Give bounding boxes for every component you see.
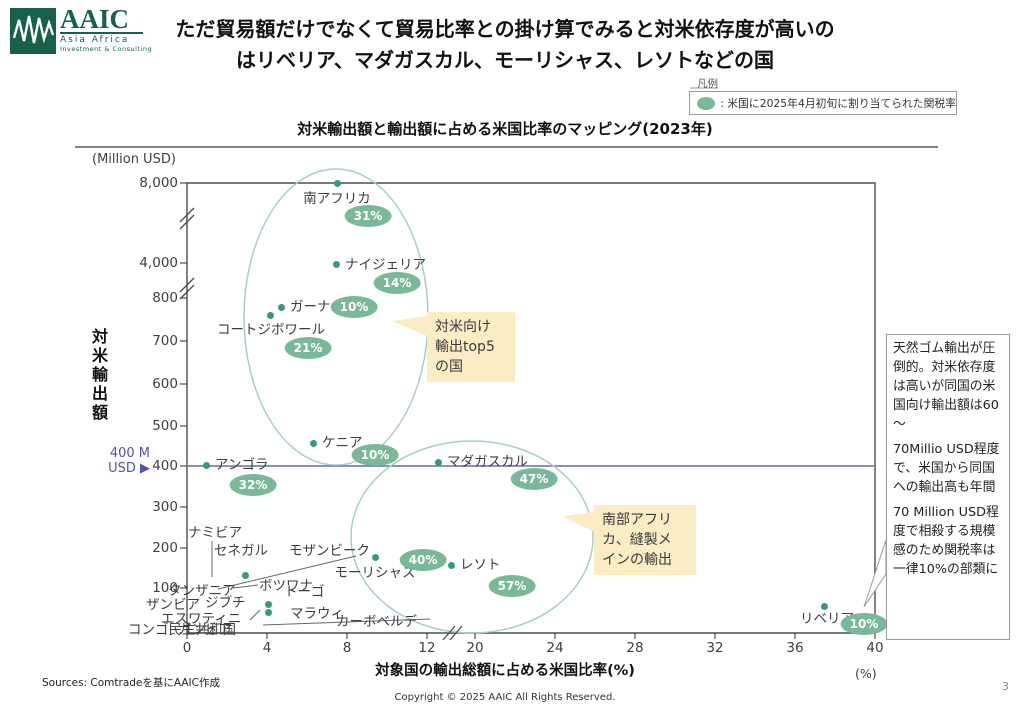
country-label: レソト bbox=[460, 557, 501, 573]
data-point-dot bbox=[264, 608, 272, 616]
country-label: モザンビーク bbox=[289, 543, 370, 559]
data-point-dot bbox=[277, 303, 285, 311]
y-axis-unit-label: (Million USD) bbox=[92, 152, 176, 167]
tariff-badge: 57% bbox=[488, 575, 536, 597]
waveform-icon bbox=[12, 15, 55, 44]
x-axis-unit-label: (%) bbox=[855, 666, 877, 681]
x-tick-label: 0 bbox=[182, 640, 192, 656]
reference-line-label: 400 M USD ▶ bbox=[108, 446, 150, 476]
legend-caption: 凡例 bbox=[697, 78, 718, 90]
legend-box: : 米国に2025年4月初旬に割り当てられた関税率 bbox=[689, 91, 957, 115]
tariff-badge: 21% bbox=[284, 337, 332, 359]
country-label: トーゴ bbox=[284, 584, 325, 600]
x-tick-label: 20 bbox=[466, 640, 484, 656]
y-tick-label: 600 bbox=[152, 376, 178, 392]
country-label: アンゴラ bbox=[215, 457, 269, 473]
country-label: セネガル bbox=[214, 543, 268, 559]
tariff-badge: 47% bbox=[510, 468, 558, 490]
country-label: タンザニア bbox=[168, 583, 236, 599]
country-label: モーリシャス bbox=[334, 565, 416, 581]
country-label: ナイジェリア bbox=[345, 257, 426, 273]
country-label: エスワティニ bbox=[161, 611, 242, 627]
country-label: ジブチ bbox=[205, 595, 246, 611]
country-label: マラウィ bbox=[290, 606, 344, 622]
note-paragraph-3: 70 Million USD程度で相殺する規模感のため関税率は一律10%の部類に bbox=[893, 505, 999, 577]
x-tick-label: 36 bbox=[786, 640, 804, 656]
x-tick-label: 4 bbox=[262, 640, 272, 656]
logo-subtitle-2: Investment & Consulting bbox=[60, 45, 153, 53]
data-point-dot bbox=[332, 260, 340, 268]
y-tick-label: 300 bbox=[152, 499, 178, 515]
aaic-logo-icon bbox=[10, 8, 56, 54]
tariff-badge: 10% bbox=[840, 613, 888, 635]
country-label: ナミビア bbox=[188, 525, 242, 541]
tariff-badge-icon bbox=[697, 96, 716, 110]
page-title-line1: ただ貿易額だけでなくて貿易比率との掛け算でみると対米依存度が高いの bbox=[175, 17, 835, 41]
data-point-dot bbox=[202, 461, 210, 469]
logo-text: AAIC Asia Africa Investment & Consulting bbox=[60, 6, 180, 53]
copyright-note: Copyright © 2025 AAIC All Rights Reserve… bbox=[394, 692, 616, 703]
data-point-dot bbox=[309, 439, 317, 447]
page-title: ただ貿易額だけでなくて貿易比率との掛け算でみると対米依存度が高いの はリベリア、… bbox=[40, 14, 970, 76]
country-label: ケニア bbox=[322, 435, 363, 451]
tariff-badge: 32% bbox=[229, 474, 277, 496]
liberia-note-box: 天然ゴム輸出が圧倒的。対米依存度は高いが同国の米国向け輸出額は60～ 70Mil… bbox=[886, 334, 1010, 640]
note-paragraph-2: 70Millio USD程度で、米国から同国への輸出高も年間 bbox=[893, 442, 1000, 495]
y-tick-label: 500 bbox=[152, 418, 178, 434]
country-label: リベリア bbox=[800, 611, 854, 627]
logo-brand: AAIC bbox=[60, 6, 144, 34]
sources-note: Sources: Comtradeを基にAAIC作成 bbox=[42, 677, 220, 689]
data-point-dot bbox=[820, 602, 828, 610]
country-label: 南アフリカ bbox=[303, 191, 371, 207]
data-point-dot bbox=[447, 561, 455, 569]
country-label: ガーナ bbox=[290, 299, 331, 315]
y-tick-label: 200 bbox=[152, 540, 178, 556]
logo-subtitle-1: Asia Africa bbox=[60, 35, 130, 45]
y-tick-label: 800 bbox=[152, 290, 178, 306]
x-axis-label: 対象国の輸出総額に占める米国比率(%) bbox=[375, 663, 635, 679]
y-tick-label: 700 bbox=[152, 333, 178, 349]
x-tick-label: 12 bbox=[418, 640, 436, 656]
y-tick-label: 400 bbox=[152, 458, 178, 474]
y-tick-label: 100 bbox=[152, 580, 178, 596]
callout-top5: 対米向け 輸出top5 の国 bbox=[427, 312, 515, 382]
country-label: マダガスカル bbox=[447, 454, 528, 470]
y-tick-label: 4,000 bbox=[139, 255, 178, 271]
y-axis-label: 対米輸出額 bbox=[89, 328, 108, 423]
country-label: コンゴ民主共和国 bbox=[128, 622, 236, 638]
x-tick-label: 24 bbox=[546, 640, 564, 656]
data-point-dot bbox=[241, 571, 249, 579]
callout-southern-africa: 南部アフリ カ、縫製メ インの輸出 bbox=[594, 505, 696, 575]
data-point-dot bbox=[266, 311, 274, 319]
page-title-line2: はリベリア、マダガスカル、モーリシャス、レソトなどの国 bbox=[236, 48, 774, 72]
data-point-dot bbox=[333, 179, 341, 187]
page-number: 3 bbox=[1002, 680, 1009, 693]
note-paragraph-1: 天然ゴム輸出が圧倒的。対米依存度は高いが同国の米国向け輸出額は60～ bbox=[893, 341, 999, 432]
chart-title: 対米輸出額と輸出額に占める米国比率のマッピング(2023年) bbox=[297, 120, 713, 138]
country-label: コートジボワール bbox=[217, 322, 325, 338]
data-point-dot bbox=[264, 600, 272, 608]
country-label: ボツワナ bbox=[259, 578, 313, 594]
country-label: カーボベルデ bbox=[336, 614, 417, 630]
tariff-badge: 31% bbox=[344, 205, 392, 227]
data-point-dot bbox=[434, 458, 442, 466]
tariff-badge: 14% bbox=[373, 272, 421, 294]
y-tick-label: 8,000 bbox=[139, 175, 178, 191]
x-tick-label: 28 bbox=[626, 640, 644, 656]
tariff-badge: 10% bbox=[330, 296, 378, 318]
data-point-dot bbox=[371, 553, 379, 561]
x-tick-label: 32 bbox=[706, 640, 724, 656]
x-tick-label: 40 bbox=[866, 640, 884, 656]
tariff-badge: 40% bbox=[399, 549, 447, 571]
country-label: ザンビア bbox=[146, 597, 200, 613]
country-label: ガンビア bbox=[178, 622, 232, 638]
legend-text: : 米国に2025年4月初旬に割り当てられた関税率 bbox=[720, 97, 956, 110]
x-tick-label: 8 bbox=[342, 640, 352, 656]
tariff-badge: 10% bbox=[351, 444, 399, 466]
